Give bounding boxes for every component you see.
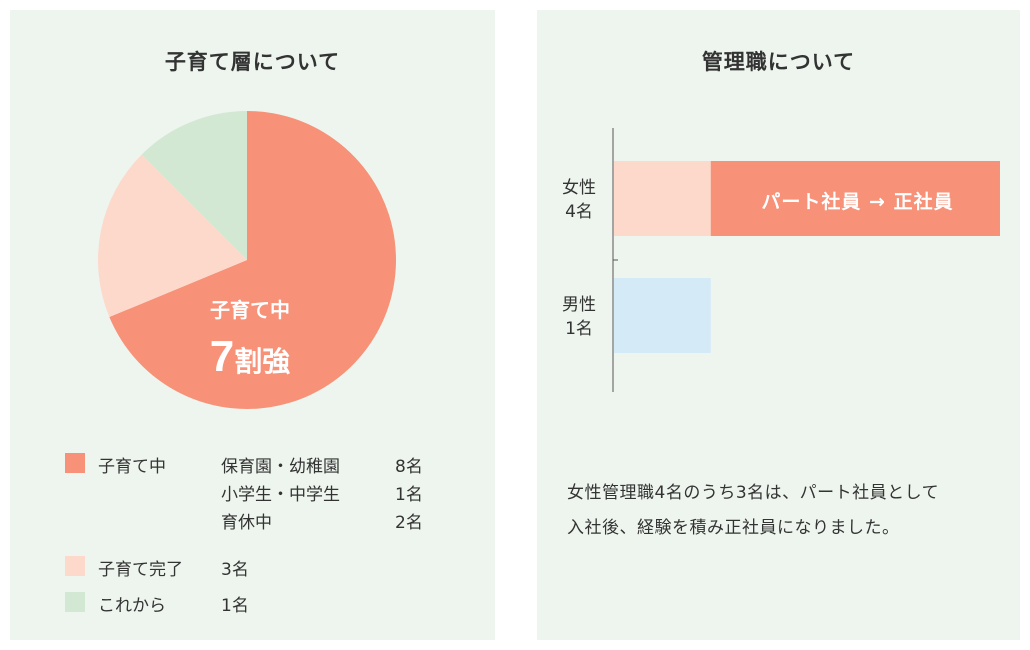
- legend-detail-count: 1名: [395, 485, 423, 505]
- bar-category-name: 女性: [562, 178, 596, 198]
- childcare-panel-title: 子育て層について: [164, 50, 341, 74]
- bar-0-seg-1: [710, 161, 1000, 236]
- legend-label-raising: 子育て中: [98, 457, 166, 477]
- bar-category-count: 1名: [565, 319, 593, 339]
- legend-label-completed: 子育て完了: [98, 560, 183, 580]
- legend-detail-count: 2名: [395, 513, 423, 533]
- manager-bar-chart: [612, 128, 1000, 392]
- pie-slice-1: [97, 154, 247, 318]
- pie-center-number: 7: [209, 332, 235, 381]
- legend-count-future: 1名: [221, 596, 249, 616]
- legend-swatch-future: [65, 592, 85, 612]
- legend-label-future: これから: [98, 596, 166, 616]
- legend-detail-name: 育休中: [221, 513, 272, 533]
- legend-swatch-raising: [65, 453, 85, 473]
- bar-category-count: 4名: [565, 202, 593, 222]
- bar-category-label-female: 女性 4名: [549, 176, 609, 224]
- legend-detail-name: 保育園・幼稚園: [221, 457, 340, 477]
- bar-0-seg-0: [614, 161, 711, 236]
- pie-slice-2: [141, 111, 247, 260]
- legend-swatch-completed: [65, 556, 85, 576]
- childcare-panel: 子育て層について 子育て中 7割強 子育て中 保育園・幼稚園 8名 小学生・中学…: [10, 10, 495, 640]
- pie-slice-0: [109, 111, 396, 409]
- manager-panel-title: 管理職について: [701, 50, 856, 74]
- bar-overlay-text: パート社員 → 正社員: [761, 191, 954, 213]
- legend-detail-count: 8名: [395, 457, 423, 477]
- legend-detail-name: 小学生・中学生: [221, 485, 340, 505]
- bar-1-seg-0: [614, 278, 711, 353]
- childcare-pie-chart: [97, 111, 396, 409]
- note-line-2: 入社後、経験を積み正社員になりました。: [567, 518, 900, 538]
- pie-center-unit: 割強: [234, 345, 291, 378]
- bar-category-name: 男性: [562, 295, 596, 315]
- bar-category-label-male: 男性 1名: [549, 293, 609, 341]
- pie-center-label: 子育て中: [210, 298, 290, 322]
- note-line-1: 女性管理職4名のうち3名は、パート社員として: [567, 483, 940, 503]
- legend-count-completed: 3名: [221, 560, 249, 580]
- pie-center-value: 7割強: [160, 332, 340, 382]
- manager-panel: 管理職について パート社員 → 正社員 女性 4名 男性 1名 女性管理職4名の…: [537, 10, 1020, 640]
